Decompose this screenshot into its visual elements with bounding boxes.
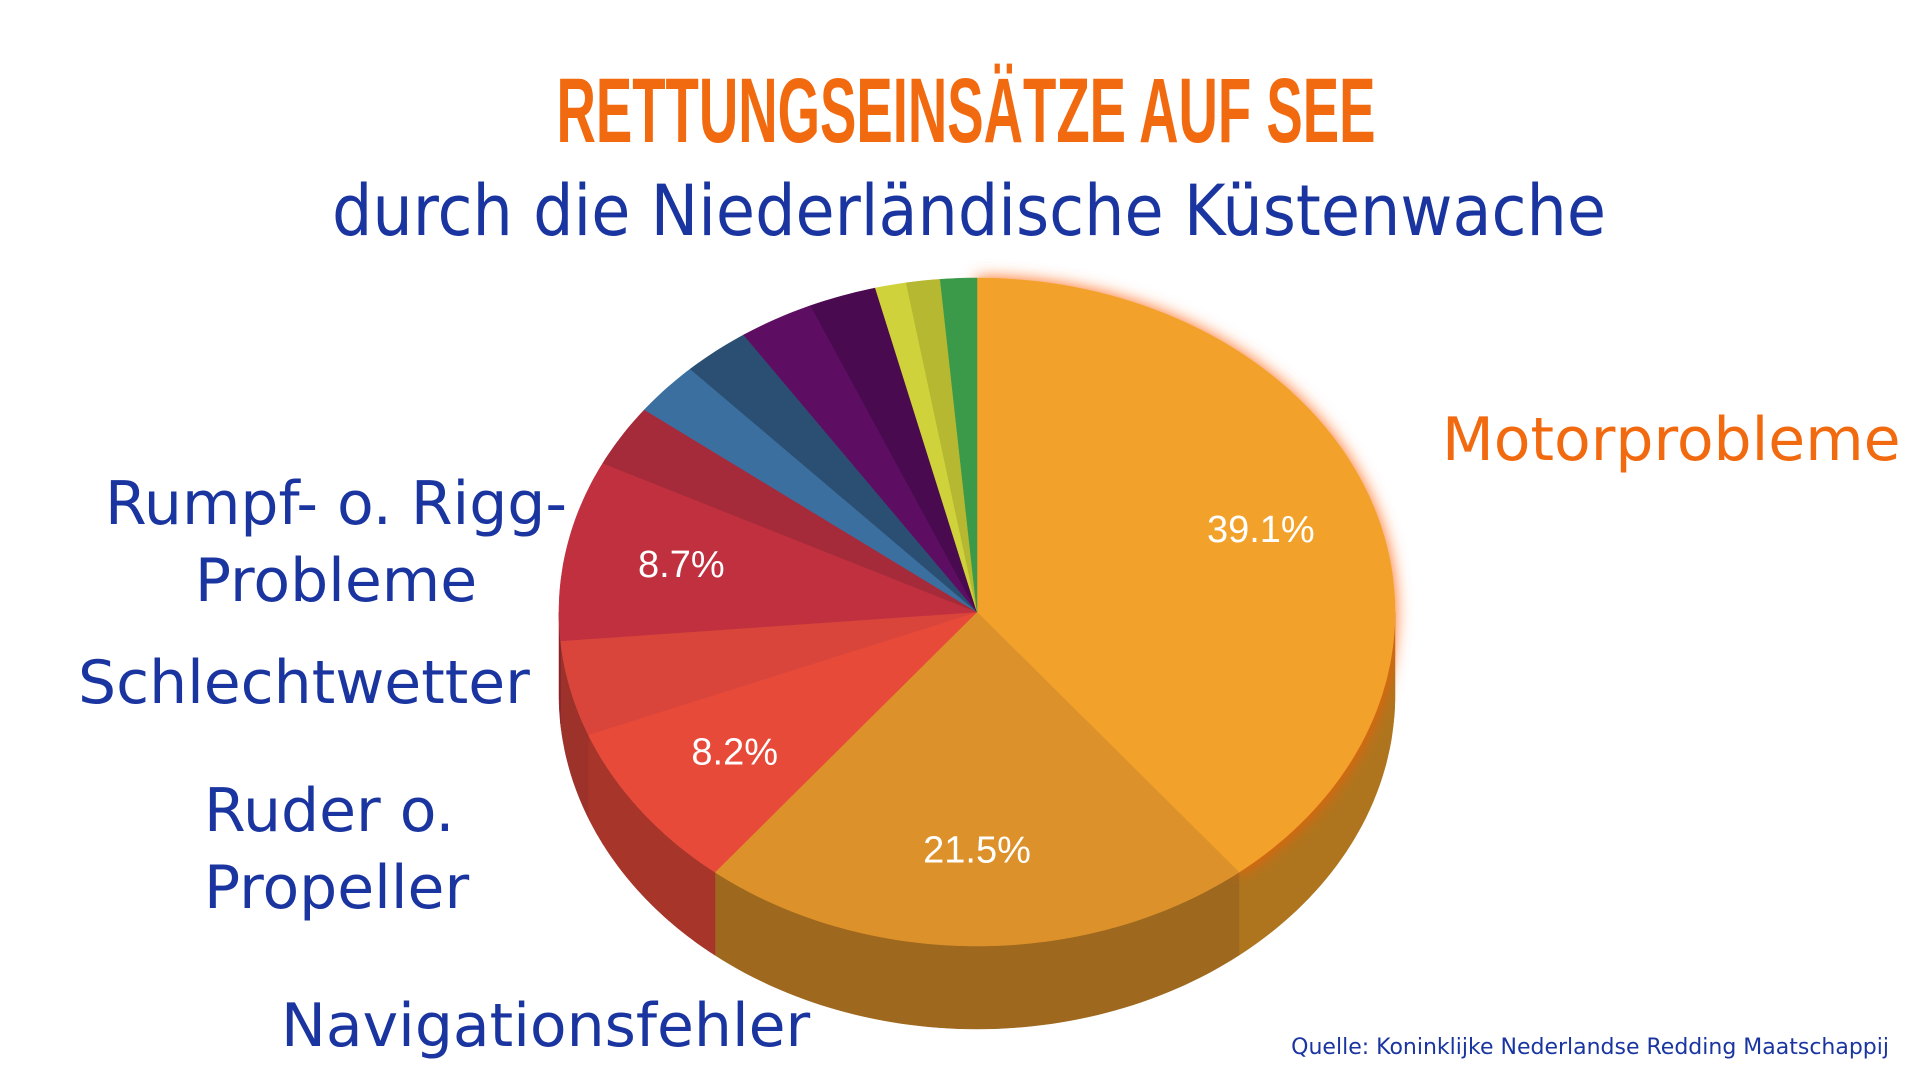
pie-slice <box>558 462 978 642</box>
pie-tops <box>558 277 1396 947</box>
pie-slice <box>810 287 978 613</box>
pie-slice <box>939 277 978 613</box>
category-label: Schlechtwetter <box>78 648 530 718</box>
pie-slice <box>587 611 978 873</box>
category-label: Ruder o. Propeller <box>204 776 470 923</box>
pie-slice <box>743 305 978 613</box>
pie-slice <box>714 611 1240 947</box>
source-note: Quelle: Koninklijke Nederlandse Redding … <box>1291 1035 1889 1060</box>
value-label: 21.5% <box>923 830 1031 872</box>
category-label: Motorprobleme <box>1442 405 1901 475</box>
category-label: Rumpf- o. Rigg- Probleme <box>104 469 568 616</box>
value-label: 8.2% <box>691 732 778 774</box>
pie-slice <box>560 611 978 736</box>
pie-slice <box>905 279 978 613</box>
pie-slice <box>976 277 1396 873</box>
pie-slice <box>689 334 978 613</box>
value-label: 39.1% <box>1207 509 1315 551</box>
value-label: 8.7% <box>638 544 725 586</box>
pie-sides <box>558 612 1396 1030</box>
pie-slice <box>602 409 978 613</box>
chart-subtitle: durch die Niederländische Küstenwache <box>332 170 1606 252</box>
chart-title: RETTUNGSEINSÄTZE AUF SEE <box>557 60 1376 162</box>
category-label: Navigationsfehler <box>281 991 811 1061</box>
pie-slice <box>644 368 978 613</box>
pie-slice <box>874 282 978 613</box>
